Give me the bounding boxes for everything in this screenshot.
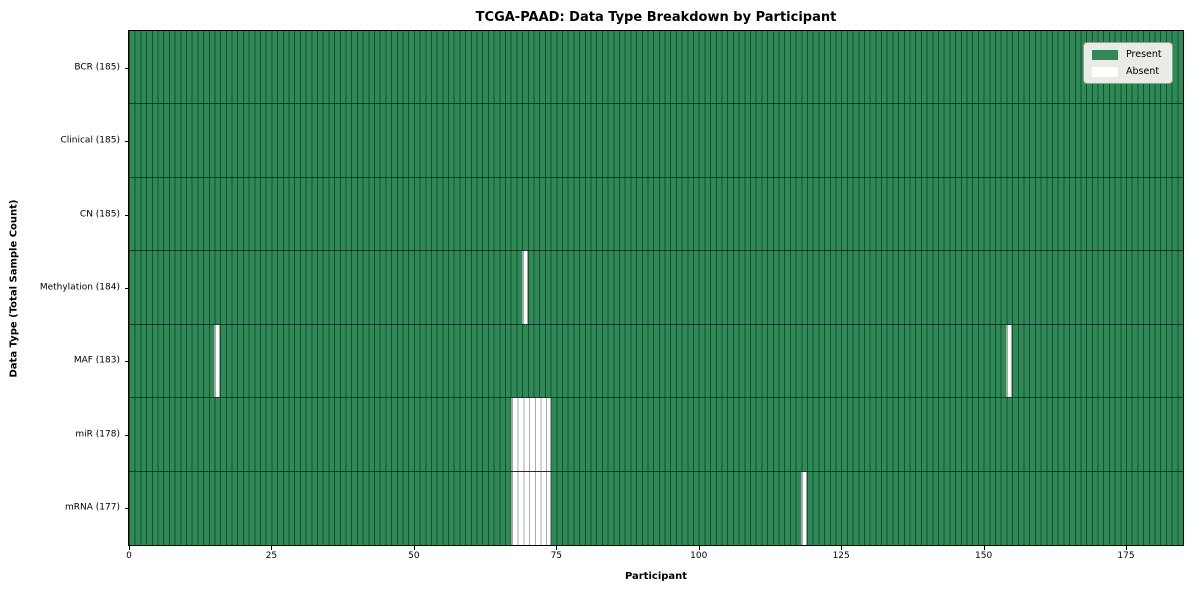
legend-item-absent: Absent <box>1092 66 1162 77</box>
x-tick-mark <box>841 546 843 550</box>
heatmap-row-BCR <box>129 31 1183 105</box>
x-tick-mark <box>1126 546 1128 550</box>
y-tick-mark <box>125 361 129 363</box>
absent-cells-MAF <box>214 324 221 398</box>
x-axis-label: Participant <box>624 571 688 582</box>
heatmap-row-CN <box>129 177 1183 252</box>
y-tick-label-mRNA: mRNA (177) <box>65 502 120 513</box>
legend: Present Absent <box>1083 42 1173 84</box>
y-tick-mark <box>125 214 129 216</box>
y-tick-mark <box>125 67 129 69</box>
x-tick-label-100: 100 <box>690 551 708 561</box>
x-tick-label-175: 175 <box>1117 551 1135 561</box>
absent-cells-mRNA <box>801 471 807 545</box>
x-tick-mark <box>129 546 130 550</box>
y-tick-label-CN: CN (185) <box>79 209 120 220</box>
x-tick-label-75: 75 <box>550 551 563 561</box>
legend-item-present: Present <box>1092 49 1162 60</box>
x-tick-mark <box>271 546 273 550</box>
x-tick-mark <box>556 546 558 550</box>
absent-cells-MAF <box>1006 324 1013 398</box>
plot-area <box>128 30 1184 546</box>
heatmap-row-miR <box>129 398 1183 472</box>
x-tick-label-0: 0 <box>126 551 132 561</box>
absent-cells-Methylation <box>522 251 528 324</box>
chart-title: TCGA-PAAD: Data Type Breakdown by Partic… <box>475 10 837 25</box>
heatmap-row-Clinical <box>129 104 1183 178</box>
heatmap-row-MAF <box>129 324 1183 399</box>
heatmap-row-Methylation <box>129 251 1183 325</box>
x-tick-label-150: 150 <box>975 551 993 561</box>
x-tick-mark <box>698 546 700 550</box>
legend-label-present: Present <box>1126 49 1162 60</box>
y-tick-label-Methylation: Methylation (184) <box>39 282 120 293</box>
y-tick-mark <box>125 141 129 143</box>
y-tick-label-BCR: BCR (185) <box>74 62 120 73</box>
x-tick-label-50: 50 <box>408 551 420 561</box>
absent-cells-mRNA <box>510 471 551 545</box>
x-tick-label-125: 125 <box>832 551 850 561</box>
absent-cells-miR <box>510 398 551 471</box>
y-tick-label-miR: miR (178) <box>75 429 120 440</box>
x-tick-label-25: 25 <box>265 551 278 561</box>
legend-label-absent: Absent <box>1126 66 1160 77</box>
legend-swatch-absent <box>1092 66 1118 77</box>
x-tick-mark <box>983 546 985 550</box>
y-tick-mark <box>125 288 129 289</box>
y-tick-mark <box>125 434 129 436</box>
y-tick-label-Clinical: Clinical (185) <box>60 135 120 146</box>
x-tick-mark <box>413 546 415 550</box>
y-tick-label-MAF: MAF (183) <box>73 355 120 366</box>
y-tick-mark <box>125 508 129 510</box>
legend-swatch-present <box>1092 49 1118 60</box>
heatmap-row-mRNA <box>129 471 1183 545</box>
